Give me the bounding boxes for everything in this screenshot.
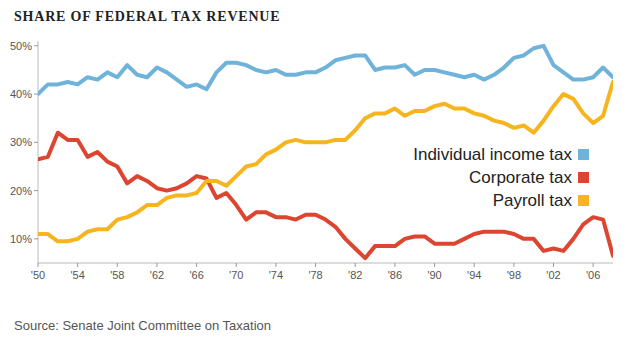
plot-area — [38, 46, 613, 258]
x-tick-label: '90 — [427, 269, 441, 281]
y-tick — [34, 142, 38, 143]
x-tick-label: '66 — [189, 269, 203, 281]
x-tick-label: '78 — [308, 269, 322, 281]
x-tick-label: '74 — [269, 269, 283, 281]
x-tick — [593, 263, 594, 267]
legend-swatch — [578, 195, 589, 206]
x-tick-label: '70 — [229, 269, 243, 281]
y-axis-line — [38, 41, 39, 263]
y-tick-label: 20% — [10, 185, 32, 197]
x-tick-label: '86 — [388, 269, 402, 281]
x-tick-label: '82 — [348, 269, 362, 281]
legend-swatch — [578, 149, 589, 160]
legend-label: Individual income tax — [413, 145, 572, 164]
y-tick — [34, 45, 38, 46]
y-tick-label: 40% — [10, 88, 32, 100]
x-tick — [434, 263, 435, 267]
legend-swatch — [578, 172, 589, 183]
y-tick — [34, 190, 38, 191]
chart: SHARE OF FEDERAL TAX REVENUE 10% 20% 30% 40%… — [0, 0, 633, 347]
x-tick-label: '58 — [110, 269, 124, 281]
series-line — [38, 82, 613, 241]
x-tick — [355, 263, 356, 267]
x-tick — [117, 263, 118, 267]
x-tick — [553, 263, 554, 267]
x-tick — [77, 263, 78, 267]
x-tick-label: '06 — [586, 269, 600, 281]
y-tick-label: 50% — [10, 40, 32, 52]
x-tick — [236, 263, 237, 267]
y-tick-label: 30% — [10, 136, 32, 148]
series-line — [38, 46, 613, 94]
legend-label: Payroll tax — [493, 191, 573, 210]
x-tick — [394, 263, 395, 267]
x-tick — [275, 263, 276, 267]
x-tick-label: '62 — [150, 269, 164, 281]
legend-label: Corporate tax — [469, 168, 572, 187]
y-tick-label: 10% — [10, 233, 32, 245]
x-tick — [513, 263, 514, 267]
x-tick — [156, 263, 157, 267]
x-tick — [196, 263, 197, 267]
x-tick-label: '50 — [31, 269, 45, 281]
series-line — [38, 133, 613, 258]
title: SHARE OF FEDERAL TAX REVENUE — [14, 9, 280, 24]
y-tick — [34, 238, 38, 239]
x-tick — [38, 263, 39, 267]
source-note: Source: Senate Joint Committee on Taxati… — [14, 318, 271, 333]
y-tick — [34, 94, 38, 95]
x-axis-line — [38, 263, 613, 264]
x-tick-label: '98 — [507, 269, 521, 281]
x-tick — [474, 263, 475, 267]
x-tick-label: '54 — [70, 269, 84, 281]
x-tick-label: '02 — [546, 269, 560, 281]
x-tick-label: '94 — [467, 269, 481, 281]
x-tick — [315, 263, 316, 267]
